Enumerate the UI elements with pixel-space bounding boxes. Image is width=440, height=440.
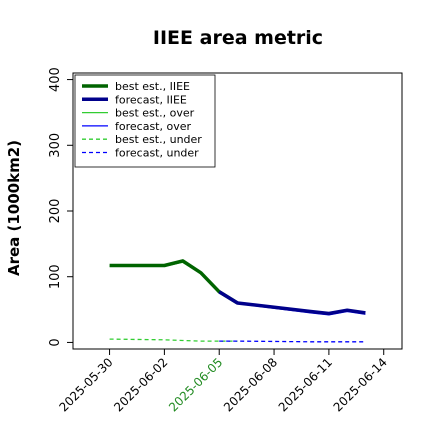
x-tick-label: 2025-05-30 xyxy=(56,355,115,414)
series-line-2 xyxy=(218,290,366,316)
series-line-3 xyxy=(109,261,238,305)
legend-label: best est., over xyxy=(115,107,195,120)
y-tick-label: 200 xyxy=(48,199,63,224)
plot-area xyxy=(109,259,366,343)
legend-label: forecast, under xyxy=(115,147,199,160)
y-tick-label: 100 xyxy=(48,264,63,289)
y-axis-label: Area (1000km2) xyxy=(5,140,23,276)
y-axis: 0 100 200 300 400 xyxy=(48,67,73,347)
x-tick-label: 2025-06-02 xyxy=(111,355,170,414)
y-tick-label: 0 xyxy=(48,338,63,346)
x-tick-label: 2025-06-11 xyxy=(276,355,335,414)
legend-label: best est., IIEE xyxy=(115,80,190,93)
legend-label: forecast, IIEE xyxy=(115,93,187,106)
series-line-6 xyxy=(219,340,366,343)
legend-label: forecast, over xyxy=(115,120,191,133)
legend-box xyxy=(74,74,216,168)
x-tick-label: 2025-06-14 xyxy=(331,355,390,414)
y-tick-label: 300 xyxy=(48,133,63,158)
x-tick-label: 2025-06-05 xyxy=(166,355,225,414)
y-tick-label: 400 xyxy=(48,67,63,92)
series-line-1 xyxy=(109,259,239,305)
x-axis: 2025-05-302025-06-022025-06-052025-06-08… xyxy=(56,349,390,414)
x-tick-label: 2025-06-08 xyxy=(221,355,280,414)
legend-label: best est., under xyxy=(115,133,202,146)
chart-title: IIEE area metric xyxy=(153,27,323,49)
series-line-5 xyxy=(109,338,238,342)
